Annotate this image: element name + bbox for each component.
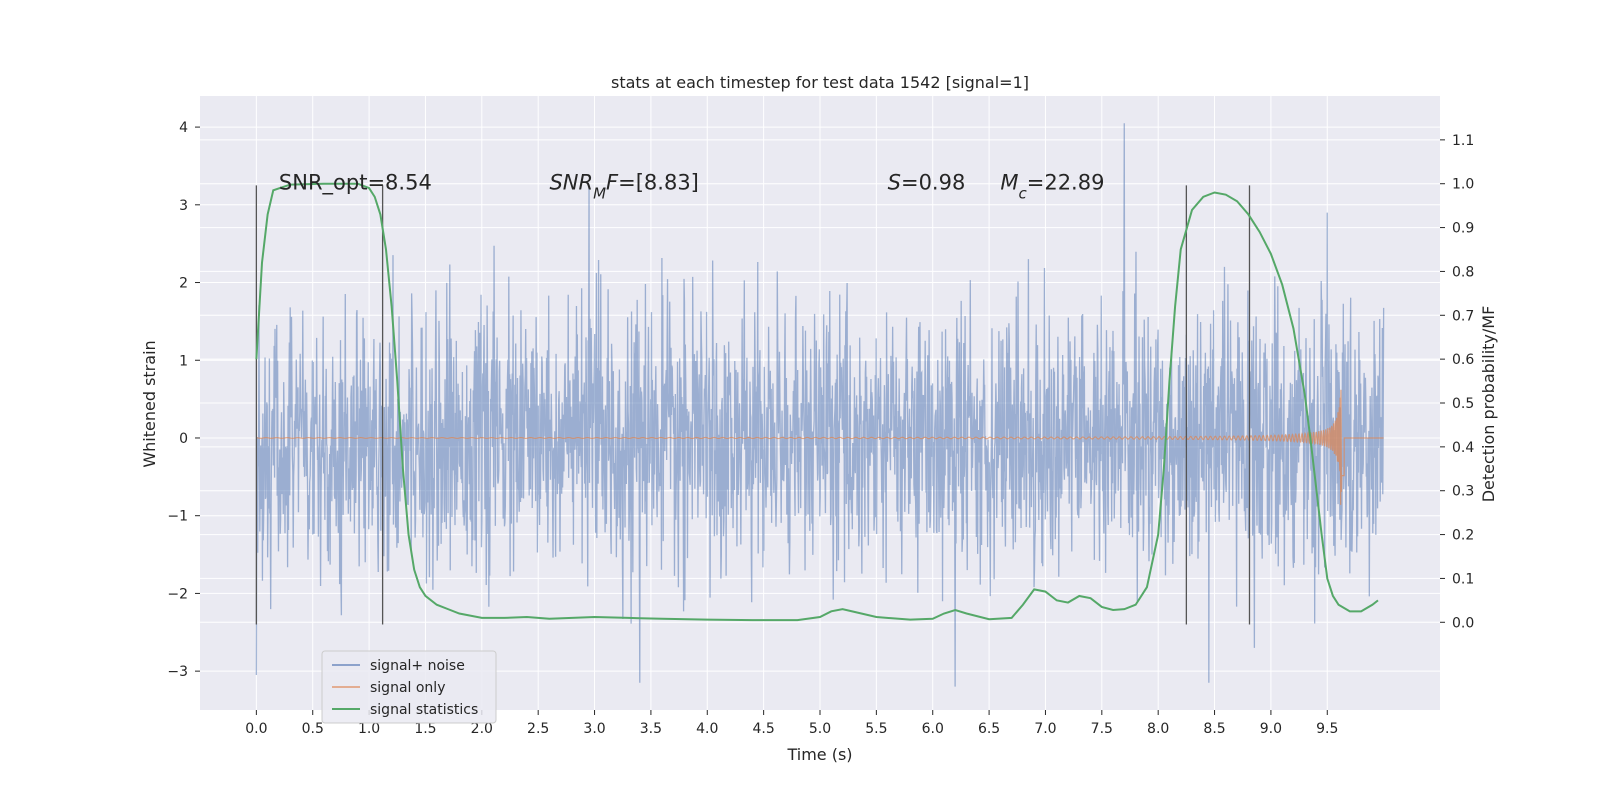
y-axis-right: 0.0 0.1 0.2 0.3 0.4 0.5 0.6 0.7 0.8 0.9 1.0 1.1 <box>1440 133 1474 631</box>
y-right-tick-label: 0.6 <box>1452 352 1474 368</box>
legend-label: signal+ noise <box>370 658 465 674</box>
x-tick-label: 1.5 <box>414 721 436 737</box>
y-axis-left-label: Whitened strain <box>140 340 159 467</box>
y-left-tick-label: 0 <box>179 431 188 447</box>
y-left-tick-label: 4 <box>179 120 188 136</box>
y-left-tick-label: 2 <box>179 276 188 292</box>
chart-title: stats at each timestep for test data 154… <box>611 73 1029 92</box>
x-tick-label: 5.5 <box>865 721 887 737</box>
y-left-tick-label: 1 <box>179 353 188 369</box>
annotation-text: SNRMF=[8.83] <box>549 170 698 202</box>
legend-box <box>321 650 497 724</box>
y-right-tick-label: 1.0 <box>1452 177 1474 193</box>
series-signal-noise <box>255 123 1385 687</box>
y-axis-right-label: Detection probability/MF <box>1479 306 1498 503</box>
x-tick-label: 8.5 <box>1203 721 1225 737</box>
annotation-text: Mc=22.89 <box>1000 170 1104 202</box>
x-tick-label: 6.5 <box>978 721 1000 737</box>
y-right-tick-label: 0.5 <box>1452 396 1474 412</box>
x-tick-label: 0.0 <box>245 721 267 737</box>
y-left-tick-label: −3 <box>167 664 188 680</box>
signal-statistics-line <box>255 182 1379 622</box>
x-axis: 0.0 0.5 1.0 1.5 2.0 2.5 3.0 3.5 4.0 4.5 5.0 5.5 6.0 6… <box>245 710 1338 737</box>
x-tick-label: 9.0 <box>1260 721 1282 737</box>
vertical-markers <box>255 185 1251 625</box>
y-left-tick-label: 3 <box>179 198 188 214</box>
y-right-tick-label: 0.9 <box>1452 221 1474 237</box>
legend-label: signal only <box>370 680 445 696</box>
x-tick-label: 9.5 <box>1316 721 1338 737</box>
y-right-tick-label: 0.4 <box>1452 440 1474 456</box>
y-right-tick-label: 0.2 <box>1452 528 1474 544</box>
y-left-tick-label: −2 <box>167 586 188 602</box>
y-axis-left: −3 −2 −1 0 1 2 3 4 <box>167 120 200 680</box>
x-tick-label: 6.0 <box>922 721 944 737</box>
annotation-text: SNR_opt=8.54 <box>279 170 432 195</box>
signal-noise-line <box>255 123 1385 687</box>
y-right-tick-label: 1.1 <box>1452 133 1474 149</box>
x-tick-label: 0.5 <box>302 721 324 737</box>
y-right-tick-label: 0.7 <box>1452 308 1474 324</box>
y-right-tick-label: 0.8 <box>1452 264 1474 280</box>
x-tick-label: 4.0 <box>696 721 718 737</box>
legend: signal+ noise signal only signal statistic… <box>321 650 497 724</box>
y-right-tick-label: 0.0 <box>1452 615 1474 631</box>
series-signal-only <box>256 389 1384 505</box>
annotations: SNR_opt=8.54 SNRMF=[8.83] S=0.98 Mc=22.89 <box>279 170 1105 202</box>
signal-only-line <box>256 389 1384 505</box>
series-signal-statistics <box>255 182 1379 622</box>
x-tick-label: 7.5 <box>1091 721 1113 737</box>
x-tick-label: 1.0 <box>358 721 380 737</box>
x-tick-label: 7.0 <box>1034 721 1056 737</box>
x-tick-label: 2.0 <box>471 721 493 737</box>
annotation-text: S=0.98 <box>888 170 966 194</box>
x-tick-label: 4.5 <box>753 721 775 737</box>
x-axis-label: Time (s) <box>786 745 852 764</box>
y-right-tick-label: 0.3 <box>1452 484 1474 500</box>
y-right-tick-label: 0.1 <box>1452 571 1474 587</box>
legend-label: signal statistics <box>370 702 478 718</box>
x-tick-label: 2.5 <box>527 721 549 737</box>
x-tick-label: 3.0 <box>583 721 605 737</box>
y-left-tick-label: −1 <box>167 509 188 525</box>
x-tick-label: 3.5 <box>640 721 662 737</box>
x-tick-label: 5.0 <box>809 721 831 737</box>
x-tick-label: 8.0 <box>1147 721 1169 737</box>
